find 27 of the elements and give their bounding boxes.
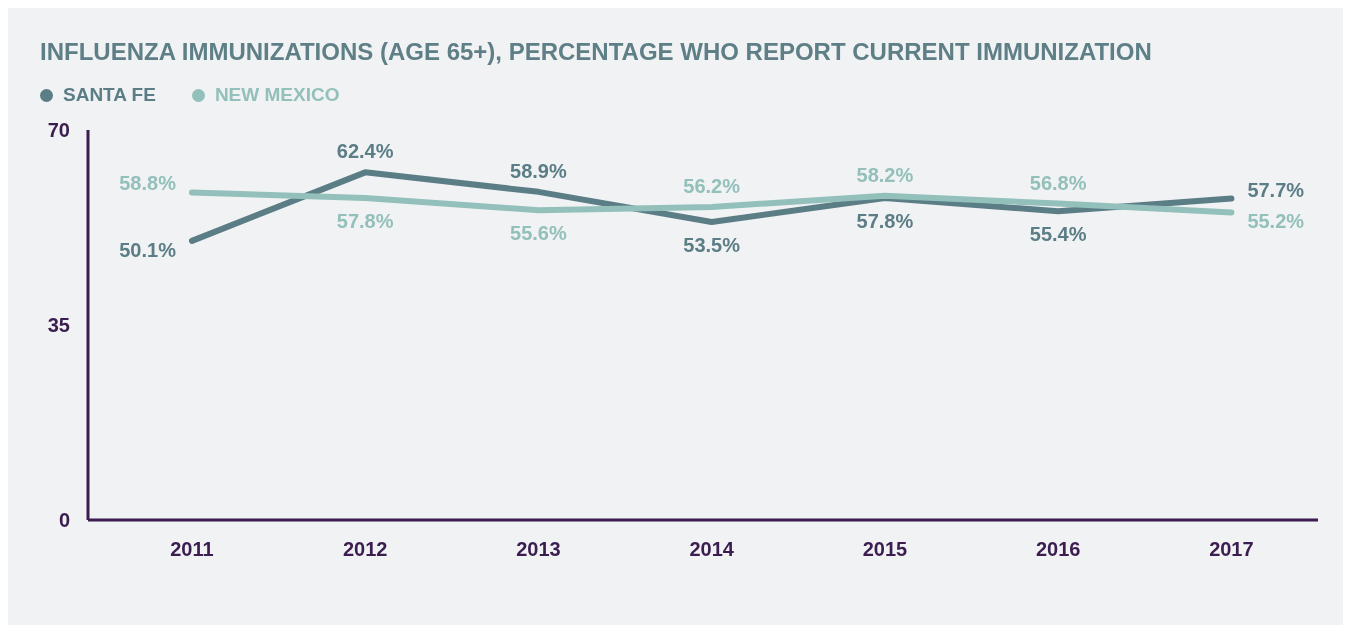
data-label: 55.6% (510, 222, 567, 245)
data-label: 55.2% (1247, 210, 1305, 233)
data-label: 53.5% (683, 233, 741, 256)
data-label: 56.8% (1029, 171, 1087, 194)
data-label: 57.8% (856, 209, 914, 232)
data-label: 62.4% (336, 140, 394, 163)
legend-label: SANTA FE (62, 84, 156, 106)
y-tick-label: 70 (47, 119, 70, 142)
data-label: 58.8% (119, 172, 177, 195)
data-label: 57.7% (1247, 178, 1305, 201)
data-label: 58.2% (856, 163, 914, 186)
legend-label: NEW MEXICO (213, 84, 340, 106)
data-label: 57.8% (336, 209, 394, 232)
y-tick-label: 0 (58, 509, 70, 532)
data-label: 50.1% (119, 238, 177, 261)
x-tick-label: 2015 (862, 538, 908, 561)
x-tick-label: 2012 (342, 538, 388, 561)
x-tick-label: 2011 (170, 538, 214, 561)
data-label: 58.9% (510, 159, 567, 182)
chart-title: INFLUENZA IMMUNIZATIONS (AGE 65+), PERCENTAGE WHO REPORT CURRENT IMMUNIZATION (40, 38, 1153, 66)
data-label: 55.4% (1029, 223, 1087, 246)
y-tick-label: 35 (47, 314, 70, 337)
x-tick-label: 2016 (1035, 538, 1081, 561)
x-tick-label: 2014 (689, 538, 735, 561)
x-tick-label: 2013 (516, 538, 561, 561)
x-tick-label: 2017 (1209, 538, 1254, 561)
data-label: 56.2% (683, 174, 741, 197)
